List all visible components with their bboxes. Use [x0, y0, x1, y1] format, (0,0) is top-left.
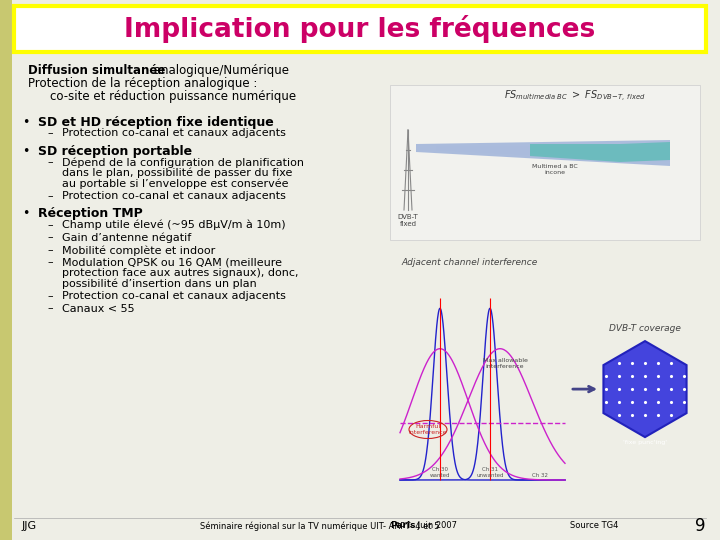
Text: Source TG4: Source TG4: [570, 522, 618, 530]
Text: Ch 30
wanted: Ch 30 wanted: [430, 467, 450, 478]
Polygon shape: [603, 341, 687, 437]
Text: 9: 9: [695, 517, 706, 535]
Polygon shape: [436, 146, 670, 162]
Text: au portable si l’enveloppe est conservée: au portable si l’enveloppe est conservée: [62, 179, 289, 189]
Text: Protection co-canal et canaux adjacents: Protection co-canal et canaux adjacents: [62, 291, 286, 301]
Text: Juin 2007: Juin 2007: [415, 522, 457, 530]
Text: Dépend de la configuration de planification: Dépend de la configuration de planificat…: [62, 158, 304, 168]
Text: –: –: [48, 220, 53, 230]
Text: Protection co-canal et canaux adjacents: Protection co-canal et canaux adjacents: [62, 129, 286, 138]
Polygon shape: [0, 0, 12, 540]
Text: –: –: [48, 158, 53, 167]
Text: –: –: [48, 245, 53, 255]
Text: Protection de la réception analogique :: Protection de la réception analogique :: [28, 77, 257, 90]
Text: •: •: [22, 145, 30, 158]
Text: $\mathregular{FS}_{multimedia\ BC}\ >\ \mathregular{FS}_{DVB\mathrm{-}T,\ fixed}: $\mathregular{FS}_{multimedia\ BC}\ >\ \…: [504, 89, 646, 104]
Text: Paris: Paris: [390, 522, 415, 530]
Text: Mobilité complète et indoor: Mobilité complète et indoor: [62, 245, 215, 255]
Text: Ch 31
unwanted: Ch 31 unwanted: [476, 467, 504, 478]
Text: •: •: [22, 116, 30, 129]
Text: SD réception portable: SD réception portable: [38, 145, 192, 158]
Text: SD et HD réception fixe identique: SD et HD réception fixe identique: [38, 116, 274, 129]
Text: Champ utile élevé (~95 dBµV/m à 10m): Champ utile élevé (~95 dBµV/m à 10m): [62, 220, 286, 231]
Text: Diffusion simultanée: Diffusion simultanée: [28, 64, 166, 77]
FancyBboxPatch shape: [390, 85, 700, 240]
Text: protection face aux autres signaux), donc,: protection face aux autres signaux), don…: [62, 268, 299, 278]
Text: Canaux < 55: Canaux < 55: [62, 303, 135, 314]
Text: –: –: [48, 191, 53, 201]
Text: –: –: [48, 129, 53, 138]
Text: dans le plan, possibilité de passer du fixe: dans le plan, possibilité de passer du f…: [62, 168, 292, 179]
Text: –: –: [48, 233, 53, 242]
FancyBboxPatch shape: [12, 0, 720, 540]
Text: analogique/Numérique: analogique/Numérique: [150, 64, 289, 77]
Text: Modulation QPSK ou 16 QAM (meilleure: Modulation QPSK ou 16 QAM (meilleure: [62, 258, 282, 267]
Text: 'fixe punc'ing': 'fixe punc'ing': [623, 440, 667, 445]
Text: Implication pour les fréquences: Implication pour les fréquences: [125, 15, 595, 43]
Text: Multimed a BC
incone: Multimed a BC incone: [532, 164, 578, 175]
Text: Max allowable
interference: Max allowable interference: [482, 358, 528, 369]
Text: JJG: JJG: [22, 521, 37, 531]
FancyBboxPatch shape: [14, 6, 706, 52]
Text: –: –: [48, 258, 53, 267]
Text: Protection co-canal et canaux adjacents: Protection co-canal et canaux adjacents: [62, 191, 286, 201]
Text: –: –: [48, 303, 53, 314]
Text: –: –: [48, 291, 53, 301]
Text: Réception TMP: Réception TMP: [38, 207, 143, 220]
Text: co-site et réduction puissance numérique: co-site et réduction puissance numérique: [50, 90, 296, 103]
Text: Ch 32: Ch 32: [532, 473, 548, 478]
Text: DVB-T coverage: DVB-T coverage: [609, 324, 681, 333]
Text: Harmful
interference: Harmful interference: [409, 424, 447, 435]
Text: Séminaire régional sur la TV numérique UIT- ARPT- 4 et 5: Séminaire régional sur la TV numérique U…: [200, 521, 439, 531]
Polygon shape: [530, 142, 670, 162]
Text: DVB-T
fixed: DVB-T fixed: [397, 214, 418, 227]
Text: •: •: [22, 207, 30, 220]
Text: Adjacent channel interference: Adjacent channel interference: [402, 258, 538, 267]
Text: possibilité d’insertion dans un plan: possibilité d’insertion dans un plan: [62, 279, 257, 289]
Text: Gain d’antenne négatif: Gain d’antenne négatif: [62, 233, 192, 243]
Polygon shape: [416, 140, 670, 166]
